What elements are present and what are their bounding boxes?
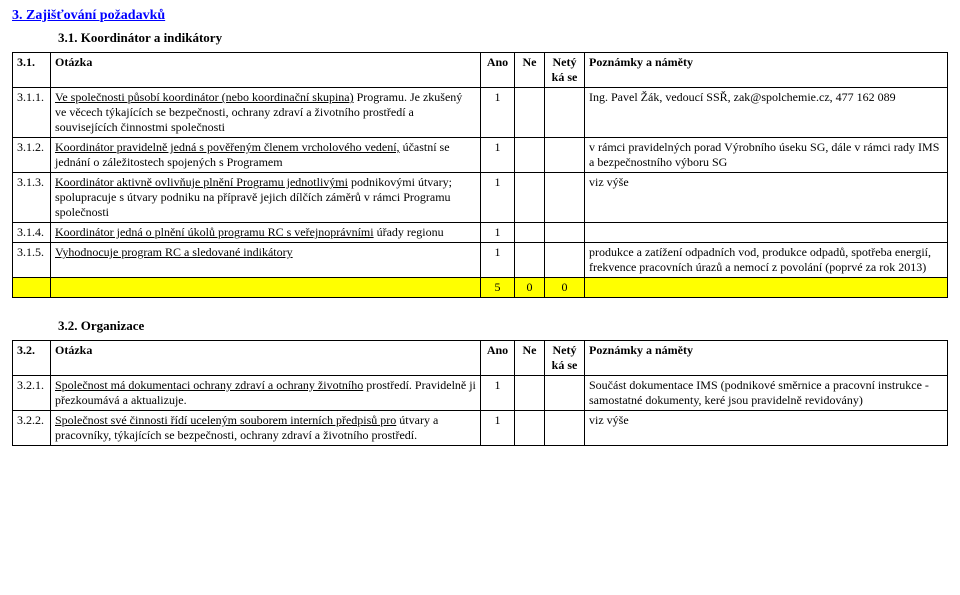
row-number: 3.1.1. bbox=[13, 88, 51, 138]
table-header-row: 3.1. Otázka Ano Ne Netý ká se Poznámky a… bbox=[13, 53, 948, 88]
totals-ano: 5 bbox=[481, 278, 515, 298]
row-notes: viz výše bbox=[585, 411, 948, 446]
totals-empty bbox=[13, 278, 51, 298]
col-netyka-header: Netý ká se bbox=[545, 341, 585, 376]
table-header-row: 3.2. Otázka Ano Ne Netý ká se Poznámky a… bbox=[13, 341, 948, 376]
row-netyka bbox=[545, 411, 585, 446]
totals-empty bbox=[51, 278, 481, 298]
row-notes: produkce a zatížení odpadních vod, produ… bbox=[585, 243, 948, 278]
col-notes-header: Poznámky a náměty bbox=[585, 341, 948, 376]
row-netyka bbox=[545, 173, 585, 223]
totals-row: 5 0 0 bbox=[13, 278, 948, 298]
col-question-header: Otázka bbox=[51, 53, 481, 88]
table-row: 3.1.1. Ve společnosti působí koordinátor… bbox=[13, 88, 948, 138]
row-ne bbox=[515, 173, 545, 223]
row-ano: 1 bbox=[481, 223, 515, 243]
row-netyka bbox=[545, 376, 585, 411]
row-question: Vyhodnocuje program RC a sledované indik… bbox=[51, 243, 481, 278]
row-netyka bbox=[545, 88, 585, 138]
row-notes bbox=[585, 223, 948, 243]
question-underlined: Vyhodnocuje program RC a sledované indik… bbox=[55, 245, 293, 259]
row-question: Koordinátor pravidelně jedná s pověřeným… bbox=[51, 138, 481, 173]
col-ne-header: Ne bbox=[515, 341, 545, 376]
row-ne bbox=[515, 243, 545, 278]
row-ano: 1 bbox=[481, 173, 515, 223]
col-netyka-header: Netý ká se bbox=[545, 53, 585, 88]
row-ano: 1 bbox=[481, 88, 515, 138]
subsection-3-2-title: 3.2. Organizace bbox=[58, 318, 948, 334]
question-underlined: Ve společnosti působí koordinátor (nebo … bbox=[55, 90, 354, 104]
question-rest: úřady regionu bbox=[377, 225, 444, 239]
row-ano: 1 bbox=[481, 243, 515, 278]
totals-netyka: 0 bbox=[545, 278, 585, 298]
col-number-header: 3.1. bbox=[13, 53, 51, 88]
col-ano-header: Ano bbox=[481, 53, 515, 88]
row-netyka bbox=[545, 243, 585, 278]
row-notes: viz výše bbox=[585, 173, 948, 223]
row-notes: Součást dokumentace IMS (podnikové směrn… bbox=[585, 376, 948, 411]
totals-empty bbox=[585, 278, 948, 298]
row-ne bbox=[515, 411, 545, 446]
row-notes: Ing. Pavel Žák, vedoucí SSŘ, zak@spolche… bbox=[585, 88, 948, 138]
row-ne bbox=[515, 138, 545, 173]
question-underlined: Koordinátor aktivně ovlivňuje plnění Pro… bbox=[55, 175, 348, 189]
row-number: 3.1.5. bbox=[13, 243, 51, 278]
row-netyka bbox=[545, 138, 585, 173]
table-3-1: 3.1. Otázka Ano Ne Netý ká se Poznámky a… bbox=[12, 52, 948, 298]
col-number-header: 3.2. bbox=[13, 341, 51, 376]
row-number: 3.2.2. bbox=[13, 411, 51, 446]
table-row: 3.1.3. Koordinátor aktivně ovlivňuje pln… bbox=[13, 173, 948, 223]
row-question: Koordinátor jedná o plnění úkolů program… bbox=[51, 223, 481, 243]
row-question: Společnost své činnosti řídí uceleným so… bbox=[51, 411, 481, 446]
row-notes: v rámci pravidelných porad Výrobního úse… bbox=[585, 138, 948, 173]
row-ne bbox=[515, 376, 545, 411]
col-ano-header: Ano bbox=[481, 341, 515, 376]
row-question: Ve společnosti působí koordinátor (nebo … bbox=[51, 88, 481, 138]
row-question: Společnost má dokumentaci ochrany zdraví… bbox=[51, 376, 481, 411]
col-notes-header: Poznámky a náměty bbox=[585, 53, 948, 88]
table-row: 3.1.2. Koordinátor pravidelně jedná s po… bbox=[13, 138, 948, 173]
subsection-3-1-title: 3.1. Koordinátor a indikátory bbox=[58, 30, 948, 46]
table-row: 3.2.1. Společnost má dokumentaci ochrany… bbox=[13, 376, 948, 411]
row-question: Koordinátor aktivně ovlivňuje plnění Pro… bbox=[51, 173, 481, 223]
col-ne-header: Ne bbox=[515, 53, 545, 88]
table-row: 3.1.5. Vyhodnocuje program RC a sledovan… bbox=[13, 243, 948, 278]
row-ne bbox=[515, 88, 545, 138]
row-netyka bbox=[545, 223, 585, 243]
table-row: 3.2.2. Společnost své činnosti řídí ucel… bbox=[13, 411, 948, 446]
question-underlined: Koordinátor jedná o plnění úkolů program… bbox=[55, 225, 374, 239]
totals-ne: 0 bbox=[515, 278, 545, 298]
question-underlined: Koordinátor pravidelně jedná s pověřeným… bbox=[55, 140, 400, 154]
table-row: 3.1.4. Koordinátor jedná o plnění úkolů … bbox=[13, 223, 948, 243]
question-underlined: Společnost má dokumentaci ochrany zdraví… bbox=[55, 378, 363, 392]
row-number: 3.1.4. bbox=[13, 223, 51, 243]
question-underlined: Společnost své činnosti řídí uceleným so… bbox=[55, 413, 396, 427]
row-ano: 1 bbox=[481, 376, 515, 411]
row-ano: 1 bbox=[481, 411, 515, 446]
col-question-header: Otázka bbox=[51, 341, 481, 376]
section-3-title: 3. Zajišťování požadavků bbox=[12, 8, 948, 24]
table-3-2: 3.2. Otázka Ano Ne Netý ká se Poznámky a… bbox=[12, 340, 948, 446]
row-number: 3.2.1. bbox=[13, 376, 51, 411]
row-number: 3.1.3. bbox=[13, 173, 51, 223]
row-number: 3.1.2. bbox=[13, 138, 51, 173]
row-ne bbox=[515, 223, 545, 243]
row-ano: 1 bbox=[481, 138, 515, 173]
